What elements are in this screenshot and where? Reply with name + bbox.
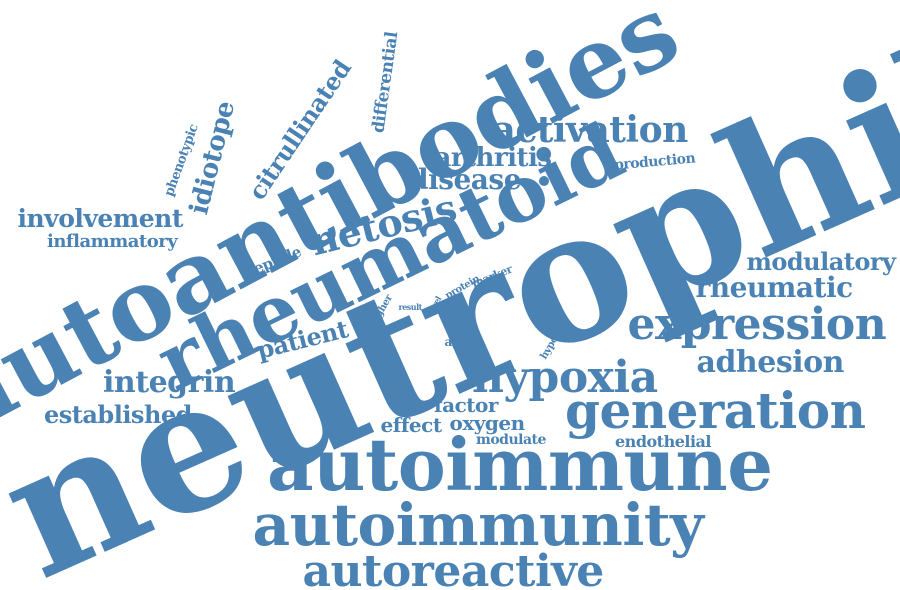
word-inflammatory: inflammatory: [47, 231, 178, 252]
word-modulate: modulate: [476, 432, 546, 448]
word-integrin: integrin: [103, 365, 236, 400]
word-ards: ards: [444, 335, 473, 349]
word-generation: generation: [565, 381, 866, 440]
word-result: result: [398, 302, 423, 312]
word-factor: factor: [434, 393, 498, 417]
word-cell: cell: [446, 321, 469, 335]
word-rheumatic: rheumatic: [695, 271, 854, 304]
word-oxygen: oxygen: [449, 411, 526, 435]
word-autoimmunity: autoimmunity: [252, 491, 704, 559]
word-arthritis: arthritis: [434, 143, 553, 173]
word-expression: expression: [627, 299, 887, 350]
word-involvement: involvement: [17, 203, 184, 233]
word-modulatory: modulatory: [746, 247, 896, 276]
word-hypoxia: hypoxia: [472, 352, 658, 403]
word-disease: disease: [409, 163, 522, 196]
word-activation: activation: [492, 109, 689, 151]
word-autoreactive: autoreactive: [302, 546, 605, 590]
word-effect: effect: [380, 413, 443, 437]
word-adhesion: adhesion: [696, 345, 845, 380]
word-autoimmune: autoimmune: [267, 422, 773, 507]
word-endothelial: endothelial: [615, 432, 711, 451]
dot-mark: [539, 176, 549, 186]
word-established: established: [44, 400, 192, 429]
